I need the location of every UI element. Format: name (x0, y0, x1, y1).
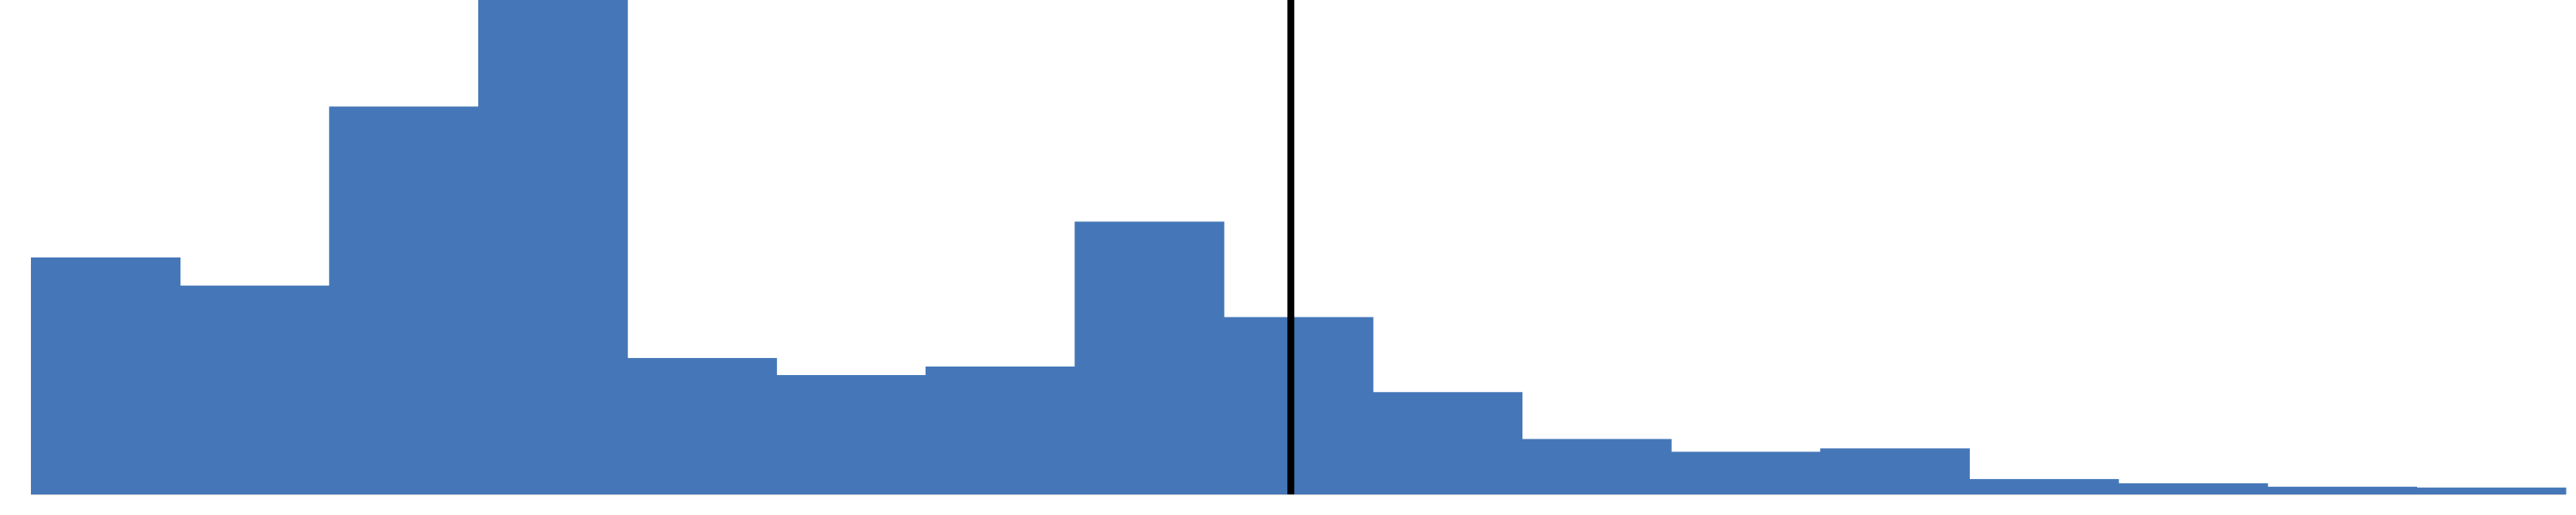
histogram-bar-8 (1074, 221, 1224, 494)
histogram-bar-2 (179, 285, 330, 494)
histogram-bar-17 (2416, 488, 2567, 494)
histogram-bar-7 (925, 367, 1076, 494)
histogram-bar-16 (2267, 487, 2417, 494)
histogram-bar-14 (1969, 479, 2119, 494)
histogram-bar-11 (1522, 439, 1672, 494)
histogram-bar-6 (776, 374, 927, 494)
histogram-bar-13 (1820, 448, 1971, 494)
histogram-bar-4 (477, 0, 629, 494)
histogram-bar-9 (1224, 317, 1374, 494)
histogram-bar-15 (2118, 483, 2269, 494)
histogram-bar-12 (1671, 451, 1821, 494)
histogram-bar-5 (627, 358, 777, 494)
histogram-bar-1 (31, 257, 181, 494)
bars-group (31, 0, 2567, 494)
histogram-bar-10 (1372, 391, 1523, 494)
histogram-bar-3 (329, 106, 479, 494)
